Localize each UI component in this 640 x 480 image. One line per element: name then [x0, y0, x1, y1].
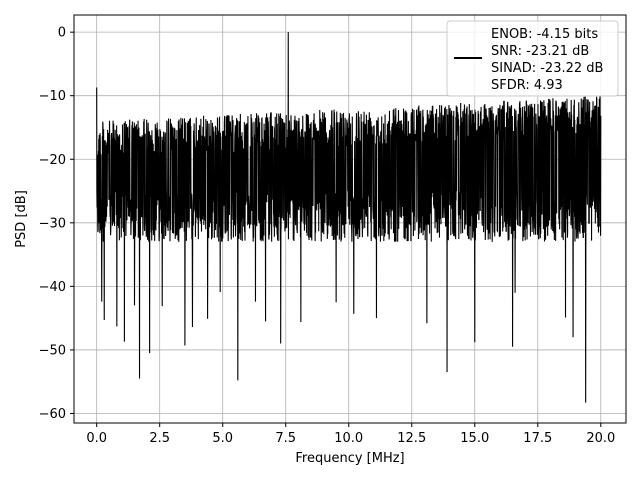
- legend-line-sfdr: SFDR: 4.93: [491, 78, 563, 93]
- psd-series: [96, 32, 602, 403]
- x-tick-label: 2.5: [149, 431, 170, 446]
- x-axis-label: Frequency [MHz]: [295, 451, 404, 466]
- legend-line-enob: ENOB: -4.15 bits: [491, 27, 598, 42]
- plot-frame: [73, 14, 627, 424]
- y-tick-label: −50: [39, 343, 66, 358]
- x-tick-label: 15.0: [460, 431, 489, 446]
- x-tick-label: 12.5: [397, 431, 426, 446]
- y-tick-label: −60: [39, 407, 66, 422]
- legend-line-snr: SNR: -23.21 dB: [491, 44, 589, 59]
- x-axis-ticks: 0.0 2.5 5.0 7.5 10.0 12.5 15.0 17.5 20.0: [86, 423, 615, 446]
- y-axis-label: PSD [dB]: [14, 190, 29, 248]
- legend: ENOB: -4.15 bits SNR: -23.21 dB SINAD: -…: [446, 20, 619, 97]
- x-tick-label: 5.0: [212, 431, 233, 446]
- legend-box: [446, 20, 619, 97]
- y-tick-label: 0: [58, 26, 66, 41]
- psd-trace: [96, 32, 602, 403]
- y-tick-label: −40: [39, 280, 66, 295]
- x-tick-label: 10.0: [334, 431, 363, 446]
- legend-line-sinad: SINAD: -23.22 dB: [491, 61, 603, 76]
- x-tick-label: 0.0: [86, 431, 107, 446]
- y-tick-label: −10: [39, 89, 66, 104]
- x-tick-label: 17.5: [523, 431, 552, 446]
- y-tick-label: −20: [39, 153, 66, 168]
- x-tick-label: 7.5: [275, 431, 296, 446]
- y-tick-label: −30: [39, 216, 66, 231]
- y-axis-ticks: 0 −10 −20 −30 −40 −50 −60: [39, 26, 74, 422]
- x-tick-label: 20.0: [586, 431, 615, 446]
